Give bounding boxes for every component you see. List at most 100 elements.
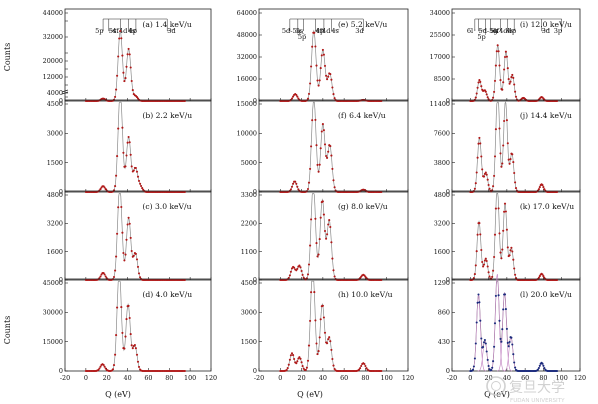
y-tick-label: 1500 [47,159,63,167]
axis-break-mark [61,91,69,95]
data-point [365,367,368,370]
data-point [330,154,333,157]
panel-title: (g) 8.0 keV/u [338,202,388,211]
data-point [541,273,544,276]
data-point [314,118,317,121]
y-tick-label: 64000 [237,9,257,17]
data-point [503,55,507,59]
data-point [498,319,501,322]
data-point [124,165,127,168]
y-tick-label: 0 [59,188,63,196]
data-point [307,92,311,95]
level-connector [490,28,499,32]
panel-title: (l) 20.0 keV/u [520,290,572,299]
data-point [514,181,517,184]
y-tick-label: 3800 [434,159,450,167]
data-point [542,364,545,367]
x-axis-label-col2: Q (eV) [297,390,323,399]
level-label: 4s [331,27,339,35]
panel-b: 0 1500 3000 4500 (b) 2.2 keV/u [47,99,212,196]
data-point [333,97,336,100]
data-point [296,185,299,188]
data-point [479,142,482,145]
x-tick-label: -20 [447,374,457,382]
y-tick-label: 0 [59,367,63,375]
data-point [479,233,482,236]
data-point [504,308,507,311]
panel-title: (b) 2.2 keV/u [142,111,192,120]
x-tick-label: 80 [165,374,173,382]
data-point [310,145,313,148]
data-point [318,163,321,166]
data-point [98,367,101,370]
y-tick-label: 44000 [43,9,63,17]
data-point [474,264,477,267]
data-point [316,255,319,258]
data-point [488,275,491,278]
data-point [331,167,334,170]
data-point [503,202,507,205]
component-curve [477,339,493,372]
y-tick-label: 4500 [47,100,63,108]
panel-f: 0 5000 10000 15000 (f) 6.4 keV/u [237,99,409,196]
data-point [309,244,312,247]
data-point [485,93,488,96]
data-point [121,126,124,129]
plot-frame [64,8,212,102]
data-point [114,269,117,272]
data-point [290,267,294,270]
panel-j: 0 3800 7600 11400 (j) 14.4 keV/u [430,99,581,196]
data-point [114,353,117,356]
data-point [296,360,299,363]
data-point [288,274,291,277]
data-point [327,338,330,341]
x-tick-label: 60 [521,374,529,382]
data-point [301,365,304,368]
x-tick-label: 0 [468,374,472,382]
data-point [129,333,132,336]
data-point [499,79,502,82]
data-point [130,249,133,253]
data-point [304,368,307,371]
data-point [307,344,311,347]
data-point [301,273,304,276]
data-point [514,187,518,190]
data-point [499,337,502,340]
data-point [307,263,311,266]
data-point [320,54,323,57]
panel-c: 0 1600 3200 4800 (c) 3.0 keV/u [47,190,212,284]
data-point [285,368,288,372]
data-point [503,293,507,296]
fit-curve [470,44,558,102]
data-point [305,366,308,369]
y-tick-label: 0 [446,276,450,284]
data-point [511,153,514,156]
data-point [502,144,505,147]
data-point [482,263,486,266]
data-point [479,319,482,322]
data-point [295,362,298,365]
y-tick-label: 3300 [241,191,257,199]
data-point [318,79,321,82]
level-label: 3d [542,27,551,35]
y-tick-label: 1290 [434,279,450,287]
data-point [290,185,294,188]
data-point [126,53,129,56]
level-label: 3d [167,27,176,35]
data-point [497,50,500,53]
panel-title: (d) 4.0 keV/u [142,290,192,299]
x-tick-label: 120 [205,374,217,382]
level-label: 4f4d [492,27,508,35]
level-label: 5p [95,27,103,35]
data-point [315,64,318,67]
data-point [498,232,501,235]
plot-frame [258,8,409,102]
data-point [475,321,478,324]
data-point [321,123,324,126]
data-point [318,336,321,339]
data-point [514,273,517,276]
data-point [487,183,490,187]
data-point [487,364,490,368]
data-point [317,84,320,87]
data-point [380,190,383,194]
